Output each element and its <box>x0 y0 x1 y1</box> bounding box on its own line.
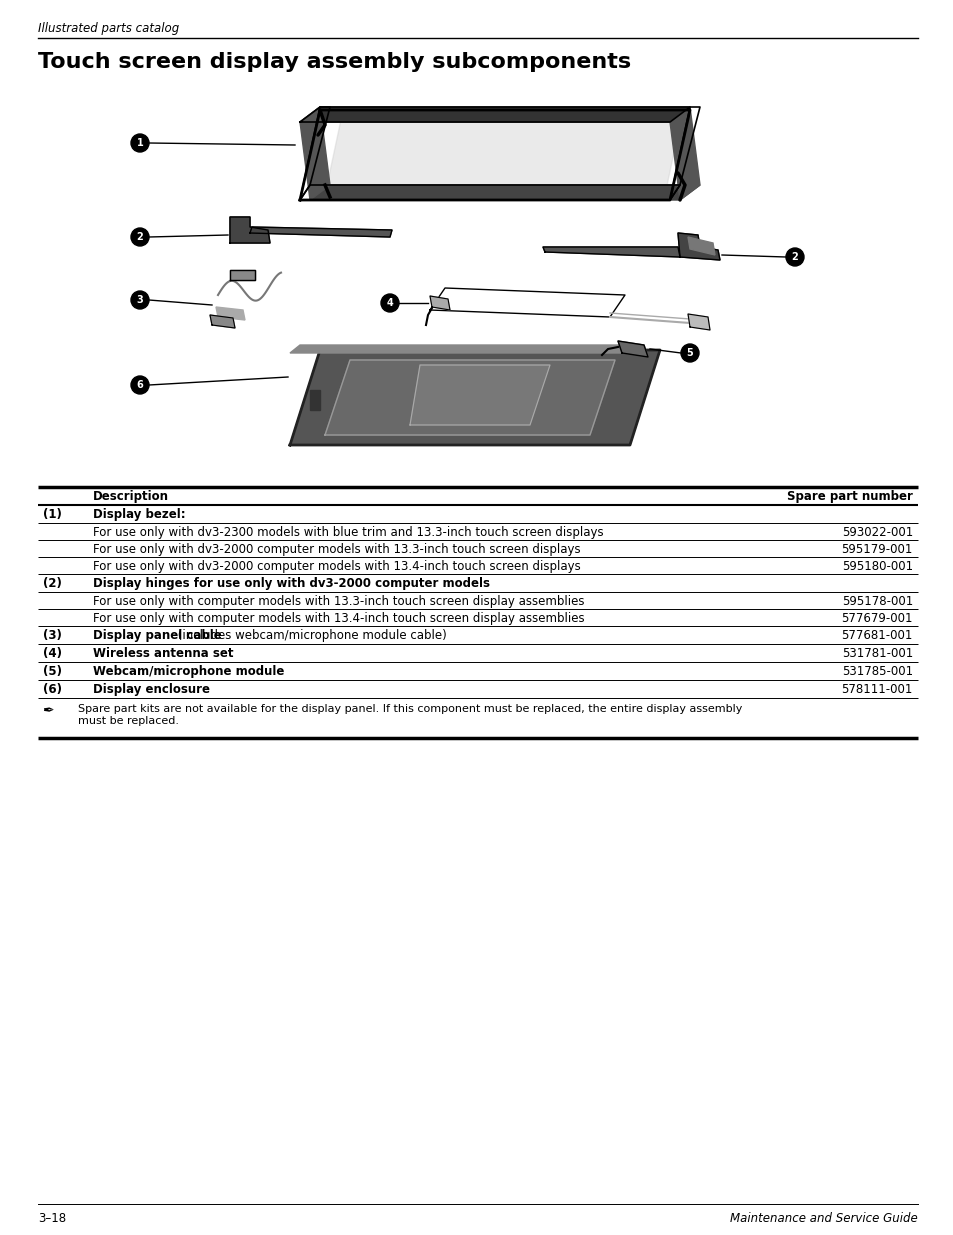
Circle shape <box>680 345 699 362</box>
Circle shape <box>785 248 803 266</box>
Text: For use only with computer models with 13.4-inch touch screen display assemblies: For use only with computer models with 1… <box>92 613 584 625</box>
Text: (includes webcam/microphone module cable): (includes webcam/microphone module cable… <box>173 629 446 642</box>
Text: Description: Description <box>92 490 169 503</box>
Text: 3: 3 <box>136 295 143 305</box>
Polygon shape <box>230 270 254 280</box>
Text: 578111-001: 578111-001 <box>841 683 912 697</box>
Polygon shape <box>430 288 624 317</box>
Text: 595179-001: 595179-001 <box>841 543 912 556</box>
Polygon shape <box>310 185 700 200</box>
Text: 595180-001: 595180-001 <box>841 559 912 573</box>
Polygon shape <box>687 237 714 254</box>
Text: 577681-001: 577681-001 <box>841 629 912 642</box>
Text: For use only with computer models with 13.3-inch touch screen display assemblies: For use only with computer models with 1… <box>92 595 584 608</box>
Polygon shape <box>299 107 689 122</box>
Polygon shape <box>430 296 450 310</box>
Text: (4): (4) <box>43 647 62 659</box>
Text: For use only with dv3-2000 computer models with 13.4-inch touch screen displays: For use only with dv3-2000 computer mode… <box>92 559 580 573</box>
Text: Display bezel:: Display bezel: <box>92 508 186 521</box>
Circle shape <box>131 291 149 309</box>
Text: 2: 2 <box>791 252 798 262</box>
Polygon shape <box>290 350 659 445</box>
Text: 1: 1 <box>136 138 143 148</box>
Text: For use only with dv3-2300 models with blue trim and 13.3-inch touch screen disp: For use only with dv3-2300 models with b… <box>92 526 603 538</box>
Text: 531785-001: 531785-001 <box>841 664 912 678</box>
Polygon shape <box>687 314 709 330</box>
Polygon shape <box>310 390 319 410</box>
Polygon shape <box>230 217 270 243</box>
Text: (5): (5) <box>43 664 62 678</box>
Text: Webcam/microphone module: Webcam/microphone module <box>92 664 284 678</box>
Circle shape <box>131 228 149 246</box>
Text: 593022-001: 593022-001 <box>841 526 912 538</box>
Text: (1): (1) <box>43 508 62 521</box>
Text: Display enclosure: Display enclosure <box>92 683 210 697</box>
Text: Maintenance and Service Guide: Maintenance and Service Guide <box>729 1212 917 1225</box>
Text: 5: 5 <box>686 348 693 358</box>
Text: 3–18: 3–18 <box>38 1212 66 1225</box>
Circle shape <box>380 294 398 312</box>
Text: 4: 4 <box>386 298 393 308</box>
Polygon shape <box>299 107 330 200</box>
Polygon shape <box>678 233 720 261</box>
Text: 2: 2 <box>136 232 143 242</box>
Text: Illustrated parts catalog: Illustrated parts catalog <box>38 22 179 35</box>
Polygon shape <box>325 115 681 195</box>
Polygon shape <box>215 308 245 320</box>
Text: (6): (6) <box>43 683 62 697</box>
Text: For use only with dv3-2000 computer models with 13.3-inch touch screen displays: For use only with dv3-2000 computer mode… <box>92 543 580 556</box>
Polygon shape <box>618 341 647 357</box>
Text: Spare part number: Spare part number <box>786 490 912 503</box>
Text: Touch screen display assembly subcomponents: Touch screen display assembly subcompone… <box>38 52 631 72</box>
Text: (2): (2) <box>43 577 62 590</box>
Text: Display hinges for use only with dv3-2000 computer models: Display hinges for use only with dv3-200… <box>92 577 490 590</box>
Text: 531781-001: 531781-001 <box>841 647 912 659</box>
Polygon shape <box>410 366 550 425</box>
Polygon shape <box>542 247 679 257</box>
Text: Spare part kits are not available for the display panel. If this component must : Spare part kits are not available for th… <box>78 704 741 726</box>
Text: (3): (3) <box>43 629 62 642</box>
Text: 595178-001: 595178-001 <box>841 595 912 608</box>
Polygon shape <box>210 315 234 329</box>
Text: 6: 6 <box>136 380 143 390</box>
Circle shape <box>131 135 149 152</box>
Polygon shape <box>325 359 615 435</box>
Circle shape <box>131 375 149 394</box>
Text: Display panel cable: Display panel cable <box>92 629 221 642</box>
Text: 577679-001: 577679-001 <box>841 613 912 625</box>
Polygon shape <box>250 227 392 237</box>
Polygon shape <box>290 345 639 353</box>
Text: Wireless antenna set: Wireless antenna set <box>92 647 233 659</box>
Text: ✒: ✒ <box>42 704 53 718</box>
Polygon shape <box>669 107 700 200</box>
